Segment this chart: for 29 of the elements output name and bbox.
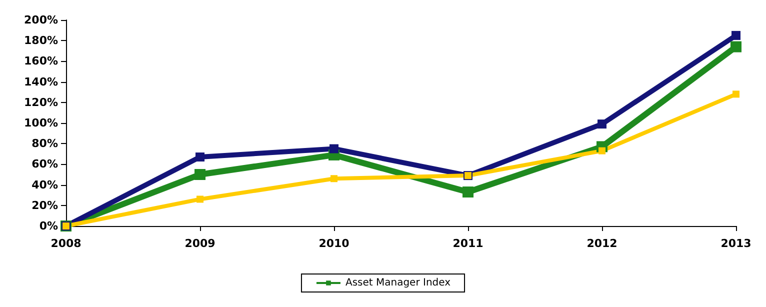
x-tick-label: 2008 xyxy=(50,237,82,250)
y-tick-label: 20% xyxy=(32,198,58,212)
y-tick-label: 40% xyxy=(32,178,58,192)
point xyxy=(196,152,204,162)
legend-label: Asset Manager Index xyxy=(345,278,451,288)
point xyxy=(730,41,742,52)
point xyxy=(598,120,606,129)
x-tick-label: 2012 xyxy=(586,237,618,250)
y-tick-label: 80% xyxy=(32,137,58,150)
point xyxy=(598,147,606,154)
y-tick-label: 140% xyxy=(24,75,58,88)
y-tick-label: 100% xyxy=(24,116,58,130)
x-tick-label: 2010 xyxy=(318,237,350,250)
x-tick-label: 2009 xyxy=(184,237,216,250)
y-tick-label: 120% xyxy=(24,96,58,109)
x-tick-label: 2013 xyxy=(720,237,752,250)
y-tick-label: 180% xyxy=(24,34,58,48)
y-tick-label: 0% xyxy=(39,220,58,232)
y-tick-label: 60% xyxy=(32,158,58,171)
point xyxy=(196,196,204,203)
point xyxy=(330,144,338,154)
point xyxy=(732,90,740,98)
y-tick-label: 200% xyxy=(24,14,58,26)
x-tick-label: 2011 xyxy=(452,237,484,250)
point xyxy=(732,30,740,40)
y-tick-label: 160% xyxy=(24,54,58,68)
point xyxy=(330,175,338,182)
point xyxy=(462,186,474,198)
point xyxy=(194,169,206,180)
